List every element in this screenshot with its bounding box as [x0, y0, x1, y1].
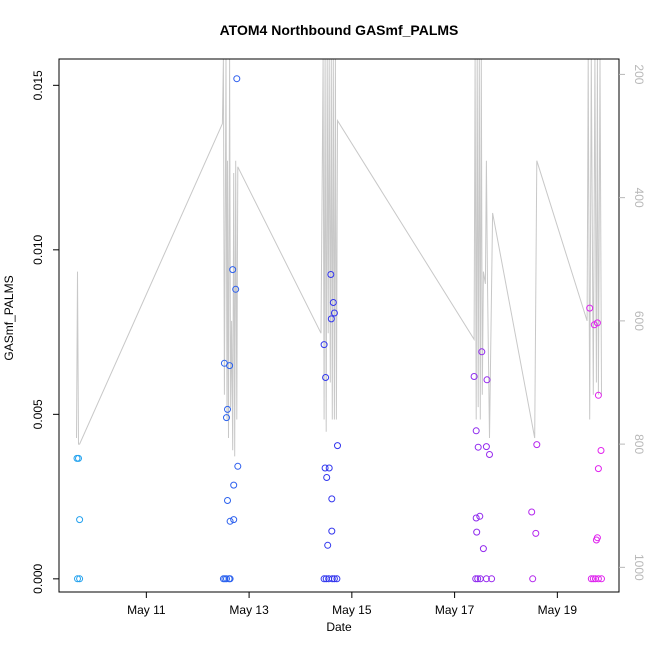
data-point: [328, 495, 336, 503]
data-point: [226, 517, 234, 525]
y2-tick-label: 1000: [632, 554, 646, 581]
data-point: [533, 441, 541, 449]
x-tick-label: May 15: [332, 603, 372, 617]
data-point: [226, 362, 234, 370]
data-point: [76, 575, 84, 583]
data-point: [472, 514, 480, 522]
data-point: [593, 319, 601, 327]
data-point: [476, 512, 484, 520]
data-point: [330, 309, 338, 317]
data-point: [330, 575, 338, 583]
data-point: [224, 405, 231, 413]
chart-title: ATOM4 Northbound GASmf_PALMS: [220, 22, 459, 38]
data-point: [328, 575, 336, 583]
data-point: [234, 462, 242, 470]
y-tick-label: 0.010: [31, 234, 45, 264]
data-point: [479, 545, 487, 553]
y-tick-label: 0.005: [31, 399, 45, 429]
data-point: [474, 575, 482, 583]
data-point: [586, 304, 594, 312]
data-point: [322, 374, 330, 381]
data-point: [226, 575, 234, 583]
x-tick-label: May 11: [127, 603, 166, 617]
pressure-line: [76, 59, 602, 457]
data-point: [324, 541, 332, 549]
data-point: [589, 575, 597, 583]
data-point: [472, 575, 480, 583]
data-point: [470, 373, 478, 380]
data-point: [327, 271, 335, 278]
data-point: [230, 481, 238, 489]
y2-tick-label: 400: [632, 188, 646, 208]
data-point: [592, 536, 600, 544]
pressure-line-layer: [76, 59, 602, 457]
y2-axis: 200 400 600 800 1000: [619, 64, 646, 581]
data-point: [323, 474, 331, 481]
data-point: [482, 575, 490, 583]
data-point: [74, 575, 81, 583]
x-tick-label: May 17: [435, 603, 475, 617]
data-point: [327, 315, 335, 323]
data-point: [320, 575, 328, 583]
y2-tick-label: 200: [632, 64, 646, 84]
data-point: [333, 575, 341, 583]
data-point: [232, 285, 240, 293]
y-tick-label: 0.015: [31, 70, 45, 100]
y2-tick-label: 800: [632, 434, 646, 454]
y2-tick-label: 600: [632, 311, 646, 331]
data-point: [223, 414, 230, 422]
data-point: [224, 497, 231, 504]
data-point: [594, 465, 602, 473]
data-point: [528, 508, 536, 516]
data-point: [76, 516, 84, 524]
data-point: [473, 528, 481, 536]
data-point: [233, 75, 241, 83]
data-point: [75, 454, 82, 462]
data-point: [478, 348, 486, 356]
data-point: [474, 443, 482, 451]
data-point: [230, 516, 238, 524]
y-axis: 0.000 0.005 0.010 0.015: [31, 70, 59, 594]
x-tick-label: May 13: [229, 603, 269, 617]
data-point: [325, 464, 333, 472]
data-point: [529, 575, 537, 583]
data-point: [594, 575, 602, 583]
data-point: [229, 266, 237, 274]
y-axis-label: GASmf_PALMS: [2, 275, 16, 360]
scatter-points-layer: [73, 75, 605, 583]
data-point: [320, 341, 328, 349]
data-point: [483, 376, 491, 384]
x-axis: May 11 May 13 May 15 May 17 May 19: [127, 592, 577, 617]
data-point: [488, 575, 496, 583]
data-point: [532, 529, 540, 537]
plot-frame: [58, 58, 620, 593]
data-point: [223, 575, 230, 583]
data-point: [334, 442, 341, 450]
data-point: [594, 391, 602, 399]
data-point: [482, 443, 490, 451]
data-point: [328, 527, 336, 535]
data-point: [598, 575, 605, 583]
data-point: [472, 427, 480, 435]
data-point: [329, 299, 337, 306]
data-point: [486, 451, 493, 458]
x-tick-label: May 19: [538, 603, 578, 617]
data-point: [597, 447, 605, 454]
data-point: [321, 464, 329, 472]
data-point: [587, 575, 595, 583]
x-axis-label: Date: [326, 620, 352, 634]
y-tick-label: 0.000: [31, 563, 45, 593]
